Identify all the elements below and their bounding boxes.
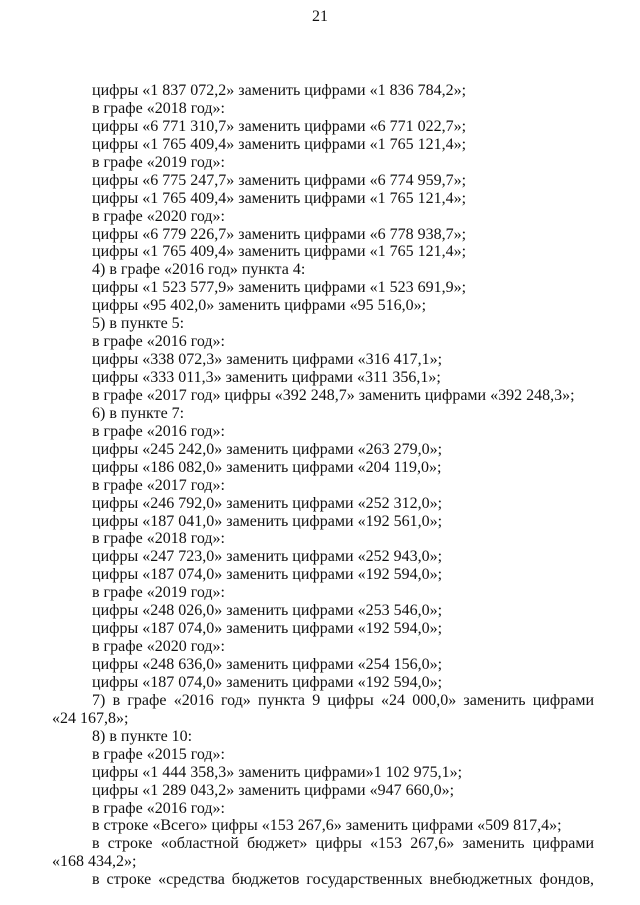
- text-line: цифры «187 074,0» заменить цифрами «192 …: [92, 673, 443, 691]
- text-line: цифры «247 723,0» заменить цифрами «252 …: [92, 548, 443, 566]
- text-line: цифры «333 011,3» заменить цифрами «311 …: [92, 369, 441, 386]
- text-line: цифры «186 082,0» заменить цифрами «204 …: [92, 458, 442, 476]
- text-line: цифры «1 765 409,4» заменить цифрами «1 …: [92, 189, 467, 207]
- text-line: в графе «2018 год»:: [92, 99, 225, 117]
- text-line: цифры «1 765 409,4» заменить цифрами «1 …: [92, 243, 467, 261]
- text-line: цифры «248 636,0» заменить цифрами «254 …: [92, 656, 443, 673]
- text-line: цифры «6 779 226,7» заменить цифрами «6 …: [92, 225, 467, 243]
- text-line: цифры «338 072,3» заменить цифрами «316 …: [92, 351, 443, 369]
- text-line: в графе «2019 год»:: [92, 153, 225, 171]
- text-line: 5) в пункте 5:: [92, 315, 185, 333]
- text-line: 7) в графе «2016 год» пункта 9 цифры «24…: [92, 691, 594, 709]
- text-line: цифры «1 444 358,3» заменить цифрами»1 1…: [92, 763, 463, 781]
- text-line: цифры «245 242,0» заменить цифрами «263 …: [92, 440, 443, 458]
- text-line: цифры «1 289 043,2» заменить цифрами «94…: [92, 781, 455, 799]
- text-line: цифры «187 074,0» заменить цифрами «192 …: [92, 566, 443, 584]
- text-line: в графе «2017 год» цифры «392 248,7» зам…: [92, 386, 575, 404]
- text-line: цифры «1 765 409,4» заменить цифрами «1 …: [92, 135, 467, 153]
- text-line: в графе «2017 год»:: [92, 476, 225, 494]
- text-line: в графе «2016 год»:: [92, 333, 225, 351]
- page-number: 21: [312, 8, 328, 25]
- text-line: в графе «2018 год»:: [92, 530, 225, 548]
- text-line: 8) в пункте 10:: [92, 727, 193, 745]
- text-line: «24 167,8»;: [52, 709, 129, 727]
- text-line: в графе «2020 год»:: [92, 207, 225, 225]
- text-line: 6) в пункте 7:: [92, 404, 185, 422]
- text-line: в графе «2016 год»:: [92, 422, 225, 440]
- text-line: цифры «1 837 072,2» заменить цифрами «1 …: [92, 82, 467, 99]
- text-line: цифры «95 402,0» заменить цифрами «95 51…: [92, 297, 427, 315]
- document-body: цифры «1 837 072,2» заменить цифрами «1 …: [52, 82, 594, 889]
- text-line: в строке «средства бюджетов государствен…: [92, 871, 594, 889]
- text-line: цифры «6 775 247,7» заменить цифрами «6 …: [92, 171, 467, 189]
- text-line: в графе «2015 год»:: [92, 745, 225, 763]
- text-line: в строке «Всего» цифры «153 267,6» замен…: [92, 817, 562, 835]
- text-line: в строке «областной бюджет» цифры «153 2…: [92, 835, 594, 853]
- text-line: цифры «187 074,0» заменить цифрами «192 …: [92, 620, 443, 638]
- text-line: цифры «246 792,0» заменить цифрами «252 …: [92, 494, 443, 512]
- text-line: в графе «2016 год»:: [92, 799, 225, 817]
- text-line: цифры «187 041,0» заменить цифрами «192 …: [92, 512, 443, 530]
- text-line: «168 434,2»;: [52, 853, 137, 871]
- text-line: цифры «248 026,0» заменить цифрами «253 …: [92, 602, 443, 620]
- text-line: в графе «2020 год»:: [92, 638, 225, 656]
- text-line: 4) в графе «2016 год» пункта 4:: [92, 261, 306, 279]
- text-line: цифры «1 523 577,9» заменить цифрами «1 …: [92, 279, 467, 297]
- text-line: цифры «6 771 310,7» заменить цифрами «6 …: [92, 117, 467, 135]
- text-line: в графе «2019 год»:: [92, 584, 225, 602]
